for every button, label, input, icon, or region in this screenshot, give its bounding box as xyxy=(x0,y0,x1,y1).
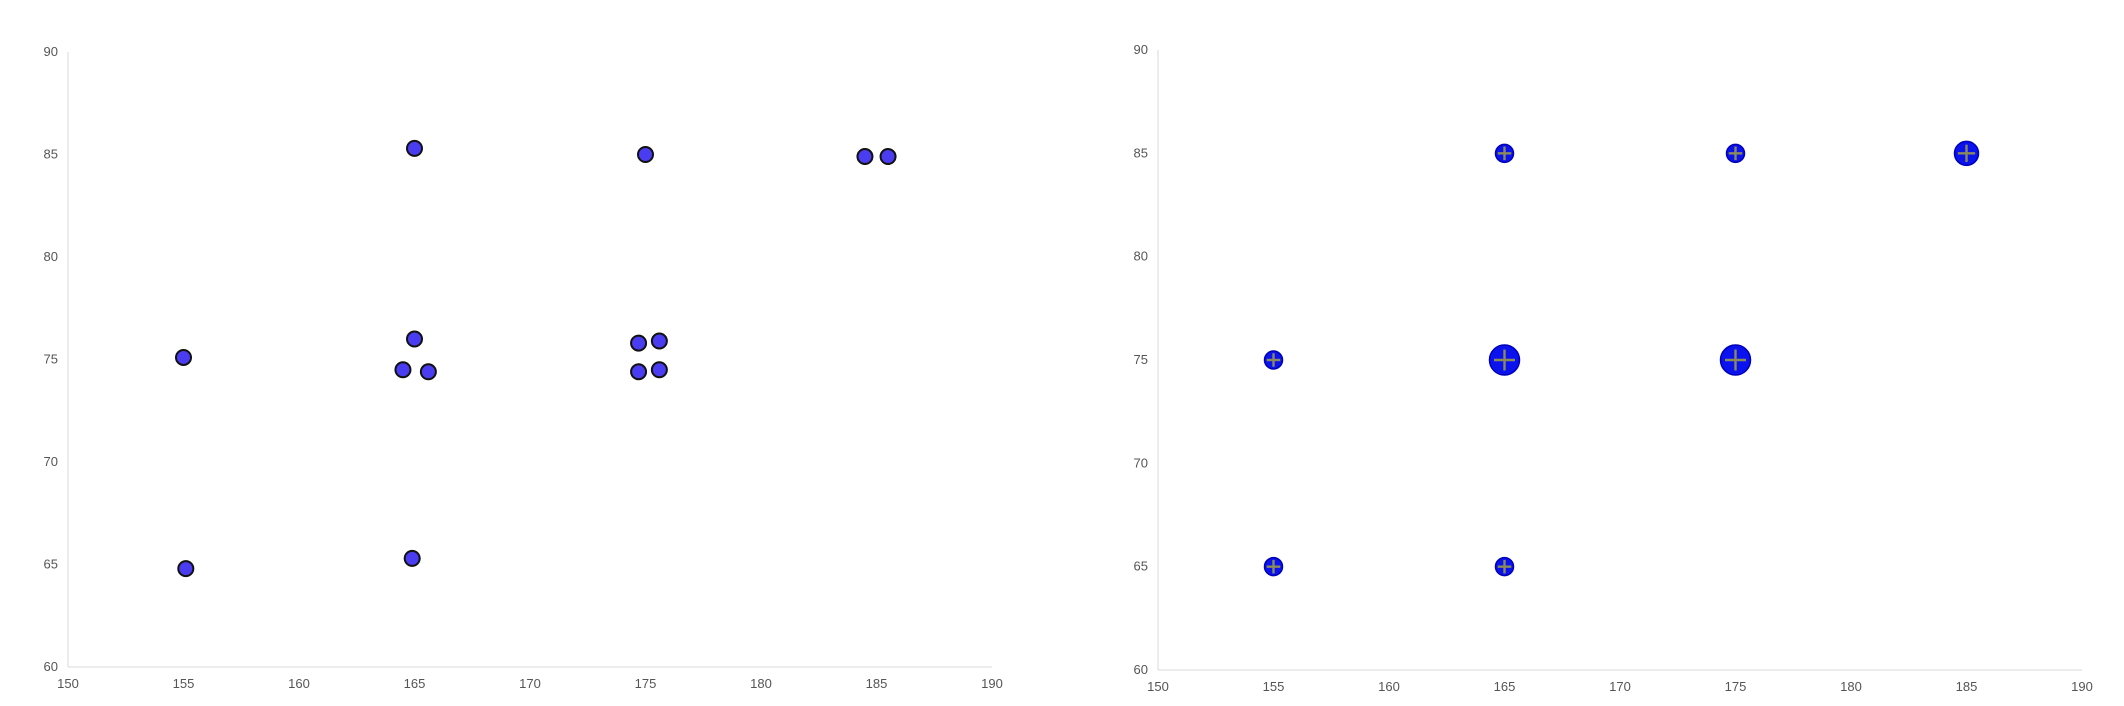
right-x-tick-label: 160 xyxy=(1378,679,1400,694)
right-x-tick-label: 180 xyxy=(1840,679,1862,694)
left-y-tick-label: 70 xyxy=(44,454,58,469)
left-x-tick-label: 150 xyxy=(57,676,79,691)
right-bubble-marker xyxy=(1488,344,1521,376)
left-x-tick-label: 160 xyxy=(288,676,310,691)
left-y-tick-label: 75 xyxy=(44,352,58,367)
right-x-tick-label: 150 xyxy=(1147,679,1169,694)
right-y-tick-label: 75 xyxy=(1134,352,1148,367)
left-scatter-chart: 150 155 160 165 170 175 180 185 190 60 65 70 75 80 85 9… xyxy=(44,44,1003,691)
left-data-point xyxy=(175,348,192,366)
left-data-point xyxy=(177,560,195,578)
left-y-tick-label: 65 xyxy=(44,557,58,572)
right-y-tick-label: 60 xyxy=(1134,662,1148,677)
left-y-tick-label: 60 xyxy=(44,659,58,674)
left-data-point xyxy=(406,330,423,348)
right-bubble-chart: 150 155 160 165 170 175 180 185 190 60 65 70 75 80 85 9… xyxy=(1134,42,2093,694)
right-bubble-marker xyxy=(1719,344,1752,376)
right-bubble-marker xyxy=(1725,143,1746,164)
right-y-tick-label: 70 xyxy=(1134,455,1148,470)
right-bubble-marker xyxy=(1263,556,1284,577)
left-data-point xyxy=(406,139,423,157)
left-x-tick-label: 165 xyxy=(404,676,426,691)
right-bubble-marker xyxy=(1494,143,1515,164)
left-data-point xyxy=(403,549,421,567)
left-data-point xyxy=(856,148,874,166)
left-x-tick-label: 185 xyxy=(866,676,888,691)
left-data-point xyxy=(650,361,668,379)
left-data-point xyxy=(419,363,437,381)
left-y-tick-label: 90 xyxy=(44,44,58,59)
right-x-tick-label: 190 xyxy=(2071,679,2093,694)
right-x-tick-label: 175 xyxy=(1725,679,1747,694)
left-data-point xyxy=(650,332,668,350)
right-y-tick-label: 85 xyxy=(1134,145,1148,160)
left-y-tick-label: 85 xyxy=(44,147,58,162)
right-y-tick-label: 65 xyxy=(1134,559,1148,574)
left-x-tick-label: 170 xyxy=(519,676,541,691)
right-bubble-marker xyxy=(1263,350,1284,370)
right-bubble-marker xyxy=(1494,556,1515,577)
left-data-point xyxy=(630,334,648,352)
left-x-tick-label: 180 xyxy=(750,676,772,691)
left-y-tick-label: 80 xyxy=(44,249,58,264)
left-data-point xyxy=(630,363,648,381)
left-data-point xyxy=(394,361,412,379)
left-data-point xyxy=(637,146,654,163)
right-y-tick-label: 80 xyxy=(1134,249,1148,264)
left-x-tick-label: 155 xyxy=(173,676,195,691)
left-x-tick-label: 175 xyxy=(635,676,657,691)
right-bubble-marker xyxy=(1953,140,1980,167)
right-x-tick-label: 165 xyxy=(1494,679,1516,694)
right-x-tick-label: 155 xyxy=(1263,679,1285,694)
right-y-tick-label: 90 xyxy=(1134,42,1148,57)
right-x-tick-label: 170 xyxy=(1609,679,1631,694)
right-x-tick-label: 185 xyxy=(1956,679,1978,694)
left-x-tick-label: 190 xyxy=(981,676,1003,691)
left-data-point xyxy=(879,148,897,166)
